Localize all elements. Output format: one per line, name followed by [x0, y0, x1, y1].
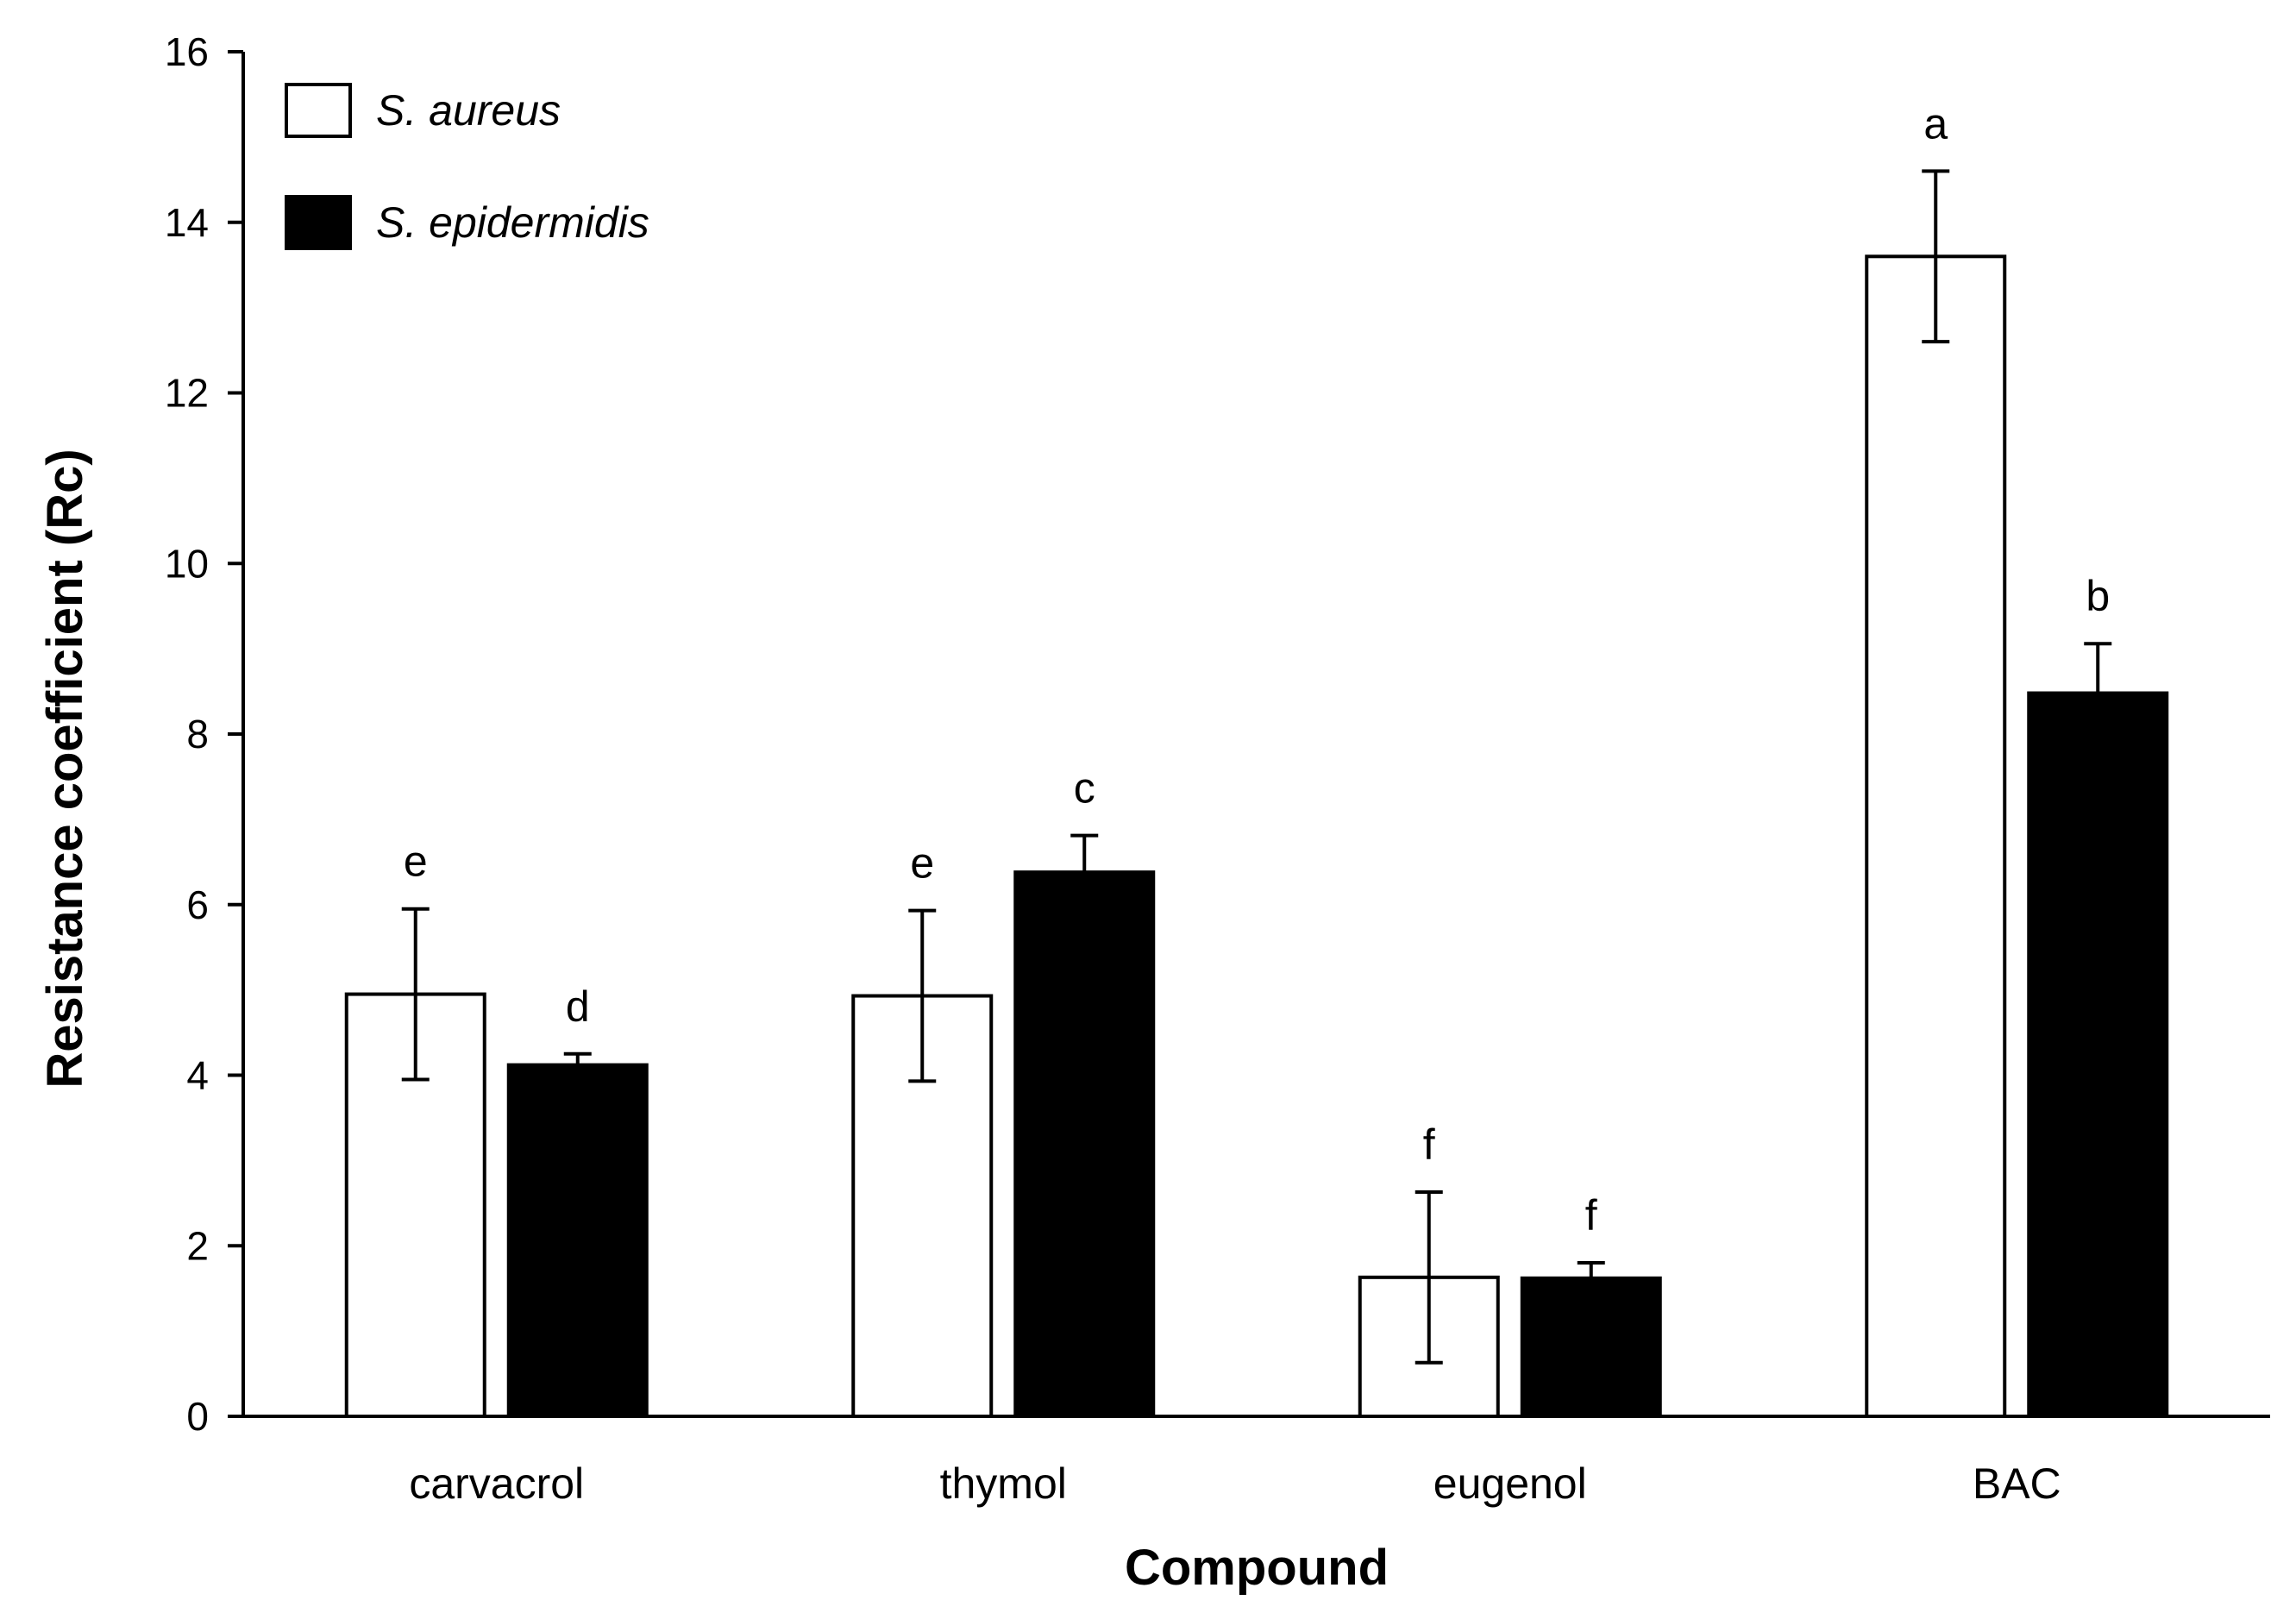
axes: carvacrol thymol eugenol BAC 0 2 4 6 8 10 12 14 16 [165, 29, 2270, 1508]
significance-letter: e [910, 839, 934, 888]
bar-bac-s-aureus [1865, 254, 2007, 1418]
legend: S. aureus S. epidermidis [285, 83, 649, 250]
x-tick-label: carvacrol [409, 1459, 584, 1508]
significance-letter: f [1585, 1191, 1597, 1240]
significance-letter: b [2086, 572, 2110, 620]
significance-letter: e [404, 838, 428, 886]
y-tick-label: 16 [165, 29, 209, 74]
bar-bac-s-epidermidis [2027, 691, 2169, 1418]
x-axis-title: Compound [1125, 1540, 1389, 1596]
y-tick-label: 12 [165, 371, 209, 416]
plot-area: e d e c f f a b [344, 99, 2169, 1419]
legend-swatch-s-aureus [285, 83, 352, 138]
bar-eugenol-s-epidermidis [1520, 1276, 1662, 1419]
y-tick-label: 4 [186, 1053, 209, 1098]
y-tick-label: 8 [186, 712, 209, 756]
significance-letter: f [1423, 1120, 1435, 1169]
y-tick-label: 10 [165, 541, 209, 586]
x-tick-label: eugenol [1433, 1459, 1587, 1508]
y-tick-label: 14 [165, 200, 209, 245]
y-tick-label: 0 [186, 1394, 209, 1439]
y-tick-label: 2 [186, 1223, 209, 1268]
bar-thymol-s-epidermidis [1013, 870, 1156, 1418]
x-tick-label: thymol [940, 1459, 1067, 1508]
significance-letter: a [1923, 99, 1948, 147]
legend-label-s-epidermidis: S. epidermidis [376, 198, 649, 247]
y-tick-label: 6 [186, 882, 209, 927]
legend-swatch-s-epidermidis [285, 195, 352, 250]
x-tick-label: BAC [1973, 1459, 2061, 1508]
y-axis-title: Resistance coefficient (Rc) [37, 449, 93, 1088]
legend-label-s-aureus: S. aureus [376, 86, 561, 135]
significance-letter: c [1074, 764, 1095, 813]
significance-letter: d [566, 982, 590, 1031]
bar-carvacrol-s-epidermidis [506, 1063, 649, 1418]
